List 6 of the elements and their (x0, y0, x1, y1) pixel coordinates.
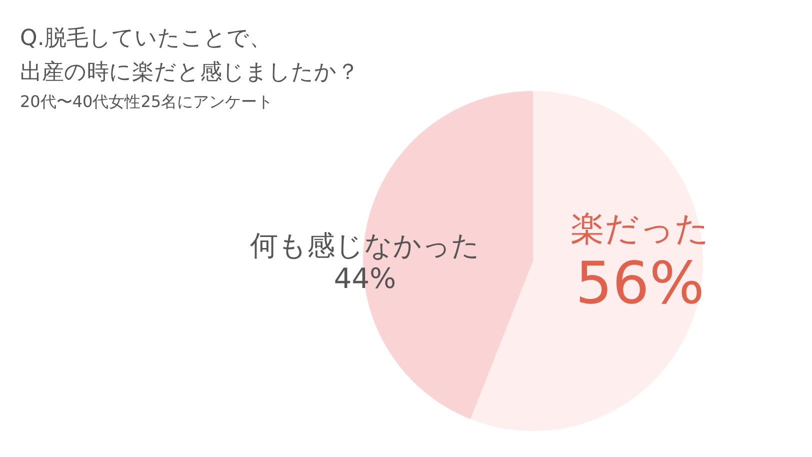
slice-label: 楽だった (570, 209, 710, 249)
chart-subtitle: 20代〜40代女性25名にアンケート (20, 92, 274, 111)
data-label: 56% (576, 249, 704, 317)
slice-label: 何も感じなかった (250, 229, 480, 262)
data-label: 44% (334, 262, 396, 295)
chart-title: Q.脱毛していたことで、出産の時に楽だと感じましたか？ (20, 26, 359, 85)
